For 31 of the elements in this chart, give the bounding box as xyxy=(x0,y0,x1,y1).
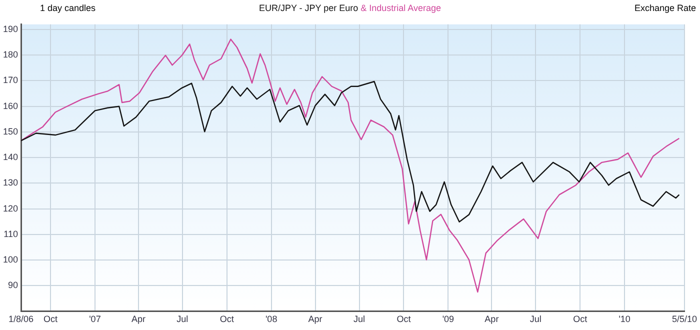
x-tick-label: Apr xyxy=(131,314,146,324)
y-tick-label: 150 xyxy=(2,126,18,136)
x-tick-label: Oct xyxy=(220,314,234,324)
x-tick-label: Jul xyxy=(354,314,366,324)
y-tick-label: 120 xyxy=(2,203,18,214)
y-tick-label: 170 xyxy=(2,75,18,86)
y-tick-label: 130 xyxy=(2,178,18,188)
x-tick-label: Apr xyxy=(484,314,499,324)
text: EUR/JPY - JPY per Euro xyxy=(258,3,358,13)
x-tick-label: Jul xyxy=(176,314,188,324)
x-tick-label: Oct xyxy=(396,314,412,324)
text: Exchange Rate xyxy=(634,3,696,13)
y-tick-label: 190 xyxy=(2,24,18,34)
y-tick-label: 90 xyxy=(8,280,18,290)
y-tick-label: 160 xyxy=(2,100,18,111)
text: & Industrial Average xyxy=(360,3,442,13)
text: 1 day candles xyxy=(40,3,96,13)
x-tick-label: Jul xyxy=(530,314,542,324)
x-tick-label: '10 xyxy=(618,314,630,324)
x-tick-label: '09 xyxy=(442,314,454,324)
x-tick-label: Oct xyxy=(43,314,58,324)
y-tick-label: 100 xyxy=(2,254,18,264)
y-tick-label: 110 xyxy=(4,228,18,239)
x-tick-label: 1/8/06 xyxy=(8,314,34,324)
x-tick-label: '08 xyxy=(265,314,278,324)
x-tick-label: Apr xyxy=(308,314,322,324)
x-tick-label: '07 xyxy=(89,314,101,324)
y-tick-label: 140 xyxy=(2,152,18,162)
x-tick-label: Oct xyxy=(573,314,588,324)
y-tick-label: 180 xyxy=(2,50,18,60)
x-tick-label: 5/5/10 xyxy=(672,314,698,324)
